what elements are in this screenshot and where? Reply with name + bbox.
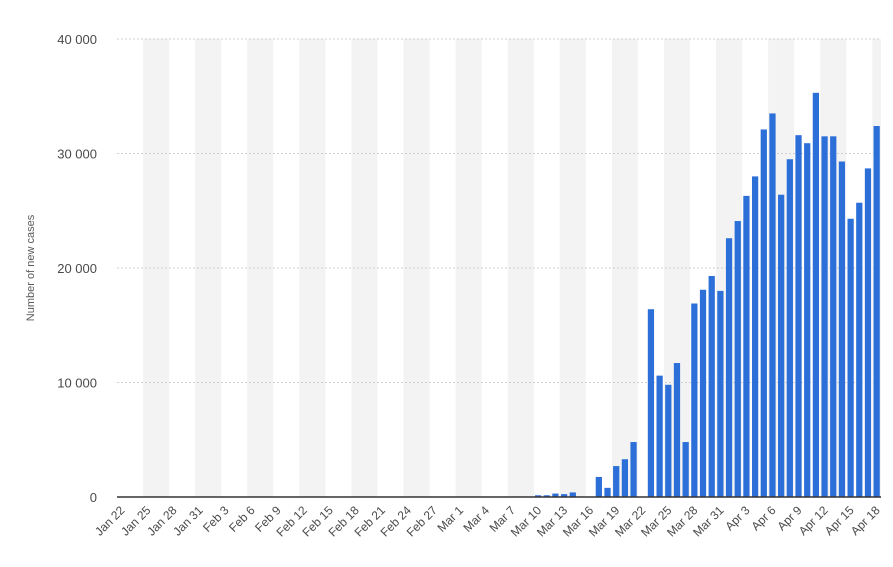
background-band: [247, 39, 274, 497]
bar: [656, 375, 663, 497]
bar: [673, 363, 681, 497]
x-tick-label: Mar 1: [434, 503, 466, 535]
bar: [751, 176, 759, 497]
y-axis-ticks: 0 10 000 20 000 30 000 40 000: [57, 32, 97, 505]
bar: [665, 384, 672, 497]
x-tick-label: Feb 3: [200, 503, 232, 535]
bar: [725, 238, 733, 498]
bar: [864, 168, 872, 497]
bar: [630, 442, 637, 497]
bar: [647, 309, 655, 497]
bar: [795, 135, 802, 497]
bar: [552, 493, 559, 497]
bar: [786, 159, 793, 497]
bar: [769, 113, 776, 498]
bar: [691, 303, 698, 497]
bar: [560, 494, 568, 497]
bar: [760, 129, 767, 497]
x-tick-label: Mar 4: [460, 503, 492, 535]
bars: [534, 92, 880, 498]
bar: [856, 202, 863, 498]
background-band: [195, 39, 222, 497]
bar: [743, 195, 750, 498]
bar: [804, 143, 811, 497]
y-tick-label: 20 000: [57, 261, 97, 276]
bar: [873, 126, 880, 498]
bar: [682, 442, 689, 497]
bar: [613, 466, 620, 497]
x-tick-label: Apr 18: [848, 503, 883, 538]
x-tick-label: Jan 31: [170, 503, 206, 539]
bar: [595, 476, 602, 497]
bar: [821, 136, 828, 497]
y-tick-label: 30 000: [57, 147, 97, 162]
bar: [838, 161, 846, 497]
x-tick-label: Apr 3: [722, 503, 752, 533]
bar: [778, 194, 785, 497]
bar: [734, 221, 741, 497]
bar: [812, 92, 820, 497]
background-band: [143, 39, 170, 497]
bar: [543, 495, 550, 497]
x-tick-label: Feb 6: [226, 503, 258, 535]
bar: [604, 487, 611, 497]
bar: [717, 290, 724, 497]
bar: [699, 289, 707, 497]
y-tick-label: 0: [90, 490, 97, 505]
x-tick-label: Apr 6: [748, 503, 778, 533]
bar: [534, 495, 542, 497]
bar: [847, 218, 854, 497]
bar: [569, 492, 576, 497]
y-tick-label: 40 000: [57, 32, 97, 47]
bar: [708, 276, 715, 497]
y-tick-label: 10 000: [57, 376, 97, 391]
bar: [830, 136, 837, 497]
y-axis-label: Number of new cases: [25, 214, 37, 321]
bar: [621, 459, 629, 497]
